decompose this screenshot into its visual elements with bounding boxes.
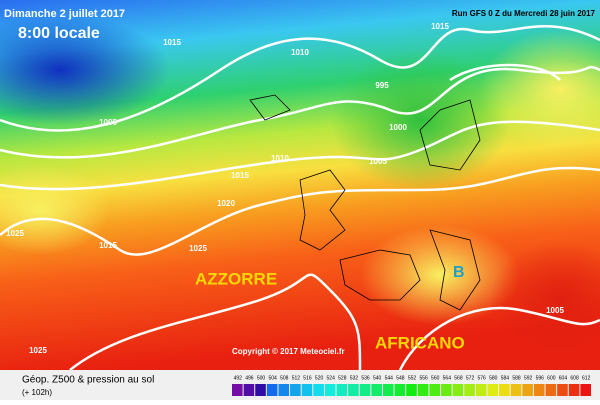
scale-label: 504 [268, 375, 277, 381]
isobar-label: 1010 [271, 154, 289, 163]
isobar-label: 1005 [369, 157, 387, 166]
scale-label: 500 [257, 375, 266, 381]
scale-label: 520 [315, 375, 324, 381]
scale-label: 544 [385, 375, 394, 381]
isobar-label: 1025 [29, 346, 47, 355]
scale-label: 604 [559, 375, 568, 381]
scale-label: 612 [582, 375, 591, 381]
isobar-label: 1005 [99, 118, 117, 127]
scale-label: 572 [466, 375, 475, 381]
scale-label: 496 [245, 375, 254, 381]
run-info: Run GFS 0 Z du Mercredi 28 juin 2017 [452, 9, 596, 18]
scale-label: 608 [570, 375, 579, 381]
scale-label: 584 [501, 375, 510, 381]
scale-swatch [348, 384, 359, 396]
scale-label: 532 [350, 375, 359, 381]
scale-swatch [510, 384, 522, 396]
time: 8:00 locale [18, 25, 100, 42]
scale-swatch [313, 384, 324, 396]
low-blob [0, 15, 170, 125]
scale-swatch [301, 384, 313, 396]
scale-swatch [371, 384, 382, 396]
scale-label: 580 [489, 375, 498, 381]
low-blob [330, 50, 510, 190]
scale-swatch [394, 384, 406, 396]
scale-label: 548 [396, 375, 405, 381]
scale-swatch [568, 384, 580, 396]
scale-label: 560 [431, 375, 440, 381]
isobars [0, 25, 600, 371]
scale-label: 512 [292, 375, 301, 381]
scale-swatch [499, 384, 510, 396]
scale-swatch [324, 384, 336, 396]
high-label: AZZORRE [195, 269, 277, 288]
isobar-label: 1005 [546, 306, 564, 315]
scale-swatch [545, 384, 557, 396]
scale-label: 556 [419, 375, 428, 381]
scale-swatch [464, 384, 475, 396]
scale-label: 492 [234, 375, 243, 381]
scale-swatch [487, 384, 499, 396]
copyright: Copyright © 2017 Meteociel.fr [232, 347, 345, 356]
scale-swatch [557, 384, 568, 396]
scale-label: 600 [547, 375, 556, 381]
scale-swatch [359, 384, 371, 396]
isobar-label: 1025 [6, 229, 24, 238]
scale-swatch [382, 384, 394, 396]
scale-label: 528 [338, 375, 347, 381]
ridge-blob [480, 30, 600, 150]
scale-swatch [522, 384, 533, 396]
scale-label: 536 [361, 375, 370, 381]
scale-label: 568 [454, 375, 463, 381]
scale-swatch [452, 384, 464, 396]
isobar-label: 1025 [189, 244, 207, 253]
coastlines [249, 94, 481, 311]
scale-swatch [533, 384, 545, 396]
legend-lead: (+ 102h) [22, 388, 52, 397]
scale-label: 564 [443, 375, 452, 381]
low-label: B [453, 264, 465, 281]
scale-swatch [232, 384, 243, 396]
scale-label: 592 [524, 375, 533, 381]
scale-label: 552 [408, 375, 417, 381]
scale-swatch [475, 384, 487, 396]
scale-swatch [278, 384, 290, 396]
scale-swatch [406, 384, 417, 396]
isobar-label: 1015 [231, 171, 249, 180]
scale-label: 540 [373, 375, 382, 381]
high-label: AFRICANO [375, 333, 465, 352]
scale-swatch [441, 384, 452, 396]
scale-swatch [243, 384, 255, 396]
scale-label: 508 [280, 375, 289, 381]
scale-swatch [290, 384, 301, 396]
scale-label: 596 [536, 375, 545, 381]
isobar-label: 1015 [431, 22, 449, 31]
scale-swatch [429, 384, 441, 396]
scale-label: 588 [512, 375, 521, 381]
isobar-label: 1020 [217, 199, 235, 208]
scale-swatch [336, 384, 348, 396]
isobar-label: 1000 [389, 123, 407, 132]
scale-swatch [580, 384, 591, 396]
hot-blob [490, 240, 600, 360]
scale-label: 576 [478, 375, 487, 381]
date: Dimanche 2 juillet 2017 [4, 8, 125, 20]
isobar-label: 1015 [99, 241, 117, 250]
scale-swatch [417, 384, 429, 396]
scale-swatch [255, 384, 266, 396]
isobar-label: 1015 [163, 38, 181, 47]
isobar-label: 1010 [291, 48, 309, 57]
scale-swatch [266, 384, 278, 396]
legend-title: Géop. Z500 & pression au sol [22, 375, 154, 386]
scale-label: 516 [303, 375, 312, 381]
scale-label: 524 [327, 375, 336, 381]
isobar-label: 995 [375, 81, 389, 90]
